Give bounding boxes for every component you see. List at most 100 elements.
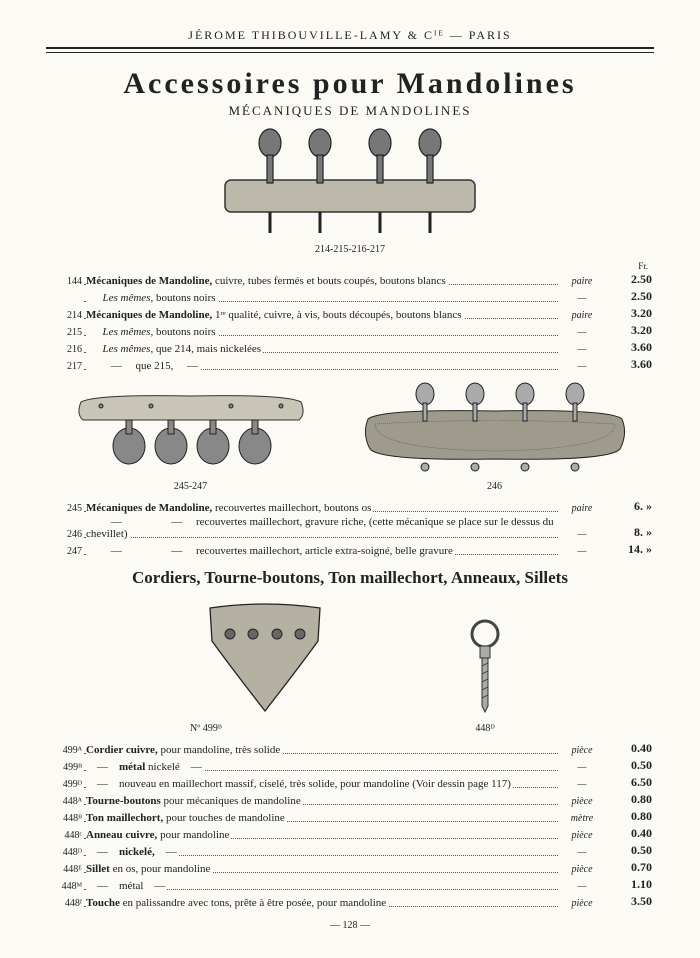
- price-row: 216 Les mêmes, que 214, mais nickelées—3…: [46, 339, 654, 356]
- illustration-pair: 245-247 246: [46, 379, 654, 498]
- currency-label: Fr.: [46, 261, 654, 271]
- tuner-246-icon: [360, 379, 630, 474]
- price-row: 144Mécaniques de Mandoline, cuivre, tube…: [46, 271, 654, 288]
- item-price: 3.20: [606, 305, 654, 322]
- price-row: 499ᴰ — nouveau en maillechort massif, ci…: [46, 774, 654, 791]
- item-desc: Ton maillechort, pour touches de mandoli…: [84, 808, 558, 825]
- item-ref: 247: [46, 541, 84, 558]
- item-ref: 216: [46, 339, 84, 356]
- item-ref: 499ᴮ: [46, 757, 84, 774]
- item-unit: pièce: [558, 859, 606, 876]
- header-rule: [46, 47, 654, 53]
- price-table-1: 144Mécaniques de Mandoline, cuivre, tube…: [46, 271, 654, 373]
- item-price: 3.60: [606, 339, 654, 356]
- caption-right: 246: [360, 481, 630, 492]
- price-row: 499ᴮ — métal nickelé ——0.50: [46, 757, 654, 774]
- price-row: Les mêmes, boutons noirs—2.50: [46, 288, 654, 305]
- item-desc: Anneau cuivre, pour mandoline: [84, 825, 558, 842]
- item-unit: —: [558, 288, 606, 305]
- item-desc: Touche en palissandre avec tons, prête à…: [84, 893, 558, 910]
- item-ref: 499ᴰ: [46, 774, 84, 791]
- item-unit: paire: [558, 305, 606, 322]
- illustration-pair-2: Nº 499ᴮ 448ᴰ: [46, 596, 654, 740]
- item-price: 6. »: [606, 498, 654, 515]
- item-desc: Mécaniques de Mandoline, 1ʳᵉ qualité, cu…: [84, 305, 558, 322]
- price-row: 246 — — recouvertes maillechort, gravure…: [46, 515, 654, 541]
- item-ref: 215: [46, 322, 84, 339]
- item-unit: mètre: [558, 808, 606, 825]
- item-price: 6.50: [606, 774, 654, 791]
- price-row: 448ᴰ — nickelé, ——0.50: [46, 842, 654, 859]
- page-subtitle: MÉCANIQUES DE MANDOLINES: [46, 103, 654, 119]
- price-row: 448ᴱSillet en os, pour mandolinepièce0.7…: [46, 859, 654, 876]
- item-price: 0.80: [606, 808, 654, 825]
- item-ref: 217: [46, 356, 84, 373]
- tuning-machine-icon: [210, 125, 490, 240]
- item-unit: pièce: [558, 893, 606, 910]
- item-ref: 448ᴮ: [46, 808, 84, 825]
- item-unit: —: [558, 541, 606, 558]
- price-row: 215 Les mêmes, boutons noirs—3.20: [46, 322, 654, 339]
- price-row: 214Mécaniques de Mandoline, 1ʳᵉ qualité,…: [46, 305, 654, 322]
- item-price: 2.50: [606, 271, 654, 288]
- item-ref: 448ᴱ: [46, 859, 84, 876]
- caption-1: 214-215-216-217: [46, 244, 654, 255]
- tuner-245-icon: [71, 384, 311, 474]
- item-unit: paire: [558, 498, 606, 515]
- item-desc: Tourne-boutons pour mécaniques de mandol…: [84, 791, 558, 808]
- item-unit: —: [558, 356, 606, 373]
- item-unit: —: [558, 757, 606, 774]
- page-title: Accessoires pour Mandolines: [46, 67, 654, 101]
- price-table-3: 499ᴬCordier cuivre, pour mandoline, très…: [46, 740, 654, 910]
- price-row: 499ᴬCordier cuivre, pour mandoline, très…: [46, 740, 654, 757]
- item-unit: —: [558, 774, 606, 791]
- item-desc: Cordier cuivre, pour mandoline, très sol…: [84, 740, 558, 757]
- item-desc: Les mêmes, boutons noirs: [84, 288, 558, 305]
- item-desc: — nickelé, —: [84, 842, 558, 859]
- price-row: 448ᴹ — métal ——1.10: [46, 876, 654, 893]
- item-ref: 448ᴹ: [46, 876, 84, 893]
- section-heading-2: Cordiers, Tourne-boutons, Ton maillechor…: [46, 568, 654, 588]
- caption-left: 245-247: [71, 481, 311, 492]
- item-ref: 246: [46, 515, 84, 541]
- item-desc: Mécaniques de Mandoline, cuivre, tubes f…: [84, 271, 558, 288]
- item-desc: Mécaniques de Mandoline, recouvertes mai…: [84, 498, 558, 515]
- item-desc: — que 215, —: [84, 356, 558, 373]
- item-desc: — — recouvertes maillechort, gravure ric…: [84, 515, 558, 541]
- price-table-2: 245Mécaniques de Mandoline, recouvertes …: [46, 498, 654, 558]
- ring-screw-icon: [460, 616, 510, 716]
- item-price: 3.60: [606, 356, 654, 373]
- item-price: 0.40: [606, 740, 654, 757]
- price-row: 448ᴮTon maillechort, pour touches de man…: [46, 808, 654, 825]
- item-price: 14. »: [606, 541, 654, 558]
- item-unit: pièce: [558, 825, 606, 842]
- item-unit: —: [558, 842, 606, 859]
- item-desc: Les mêmes, que 214, mais nickelées: [84, 339, 558, 356]
- item-desc: — nouveau en maillechort massif, ciselé,…: [84, 774, 558, 791]
- item-price: 2.50: [606, 288, 654, 305]
- item-unit: paire: [558, 271, 606, 288]
- company-header: JÉROME THIBOUVILLE-LAMY & Cᴵᴱ — PARIS: [46, 28, 654, 43]
- item-desc: Les mêmes, boutons noirs: [84, 322, 558, 339]
- tailpiece-icon: [190, 596, 340, 716]
- item-unit: —: [558, 339, 606, 356]
- page-number: — 128 —: [46, 920, 654, 931]
- item-price: 3.20: [606, 322, 654, 339]
- price-row: 245Mécaniques de Mandoline, recouvertes …: [46, 498, 654, 515]
- item-unit: —: [558, 322, 606, 339]
- price-row: 448ᶠTouche en palissandre avec tons, prê…: [46, 893, 654, 910]
- item-price: 3.50: [606, 893, 654, 910]
- item-ref: 144: [46, 271, 84, 288]
- illustration-top: [46, 125, 654, 240]
- item-ref: 245: [46, 498, 84, 515]
- item-unit: pièce: [558, 791, 606, 808]
- item-unit: pièce: [558, 740, 606, 757]
- item-desc: — métal nickelé —: [84, 757, 558, 774]
- price-row: 247 — — recouvertes maillechort, article…: [46, 541, 654, 558]
- item-ref: 448ᶠ: [46, 893, 84, 910]
- item-price: 1.10: [606, 876, 654, 893]
- item-ref: 448ᴰ: [46, 842, 84, 859]
- item-unit: —: [558, 515, 606, 541]
- price-row: 448ᶜAnneau cuivre, pour mandolinepièce0.…: [46, 825, 654, 842]
- price-row: 217 — que 215, ——3.60: [46, 356, 654, 373]
